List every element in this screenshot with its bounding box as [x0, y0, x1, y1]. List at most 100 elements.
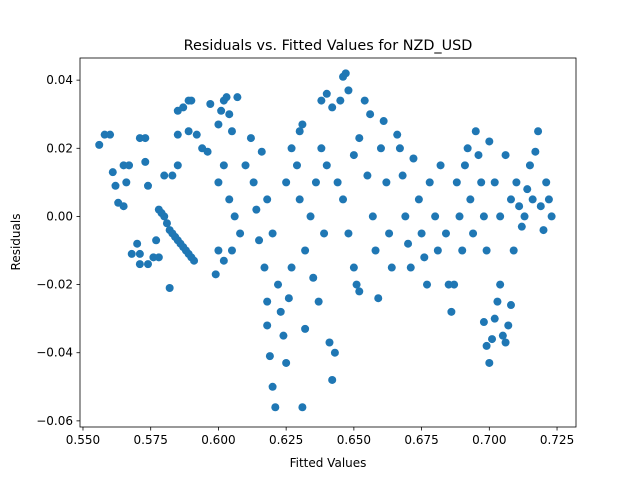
point — [320, 229, 329, 238]
point — [398, 171, 407, 180]
point — [108, 168, 117, 177]
point — [366, 110, 375, 119]
point — [493, 297, 502, 306]
point — [314, 297, 323, 306]
point — [309, 273, 318, 282]
point — [184, 127, 193, 136]
point — [298, 403, 307, 412]
point — [241, 161, 250, 170]
point — [292, 161, 301, 170]
point — [463, 144, 472, 153]
point — [219, 161, 228, 170]
point — [512, 178, 521, 187]
point — [306, 212, 315, 221]
point — [471, 127, 480, 136]
point — [152, 236, 161, 245]
y-tick-label: 0.02 — [46, 141, 73, 155]
point — [355, 287, 364, 296]
point — [119, 202, 128, 211]
point — [414, 195, 423, 204]
point — [160, 212, 169, 221]
point — [339, 195, 348, 204]
point — [322, 161, 331, 170]
point — [225, 110, 234, 119]
point — [360, 96, 369, 105]
point — [236, 229, 245, 238]
point — [371, 246, 380, 255]
point — [141, 134, 150, 143]
x-tick-label: 0.700 — [472, 433, 506, 447]
point — [409, 154, 418, 163]
point — [217, 106, 226, 115]
point — [233, 93, 242, 102]
point — [173, 130, 182, 139]
point — [227, 127, 236, 136]
point — [295, 195, 304, 204]
point — [190, 256, 199, 265]
point — [466, 195, 475, 204]
point — [111, 181, 120, 190]
point — [135, 249, 144, 258]
point — [479, 212, 488, 221]
point — [214, 120, 223, 129]
point — [143, 260, 152, 269]
point — [219, 256, 228, 265]
point — [542, 178, 551, 187]
point — [295, 127, 304, 136]
point — [274, 280, 283, 289]
point — [501, 151, 510, 160]
point — [352, 280, 361, 289]
point — [287, 263, 296, 272]
x-tick-label: 0.575 — [134, 433, 168, 447]
point — [401, 212, 410, 221]
point — [425, 178, 434, 187]
point — [187, 96, 196, 105]
point — [344, 86, 353, 95]
point — [168, 171, 177, 180]
point — [485, 358, 494, 367]
point — [458, 246, 467, 255]
point — [376, 144, 385, 153]
chart-title: Residuals vs. Fitted Values for NZD_USD — [184, 38, 473, 54]
point — [154, 253, 163, 262]
point — [162, 219, 171, 228]
point — [544, 195, 553, 204]
point — [404, 239, 413, 248]
x-tick-label: 0.600 — [201, 433, 235, 447]
point — [328, 103, 337, 112]
point — [387, 263, 396, 272]
point — [395, 144, 404, 153]
point — [479, 318, 488, 327]
point — [165, 283, 174, 292]
point — [257, 147, 266, 156]
x-tick-label: 0.675 — [404, 433, 438, 447]
x-tick-label: 0.550 — [66, 433, 100, 447]
point — [279, 331, 288, 340]
point — [225, 195, 234, 204]
point — [276, 307, 285, 316]
point — [298, 120, 307, 129]
y-tick-label: 0.04 — [46, 73, 73, 87]
point — [133, 239, 142, 248]
point — [490, 178, 499, 187]
point — [141, 157, 150, 166]
point — [482, 341, 491, 350]
point — [382, 178, 391, 187]
point — [322, 89, 331, 98]
point — [504, 321, 513, 330]
point — [515, 202, 524, 211]
point — [336, 96, 345, 105]
point — [490, 314, 499, 323]
point — [477, 178, 486, 187]
point — [539, 226, 548, 235]
y-tick-label: −0.06 — [36, 414, 73, 428]
point — [374, 294, 383, 303]
point — [143, 181, 152, 190]
point — [460, 161, 469, 170]
point — [496, 212, 505, 221]
point — [282, 358, 291, 367]
point — [255, 236, 264, 245]
point — [263, 297, 272, 306]
